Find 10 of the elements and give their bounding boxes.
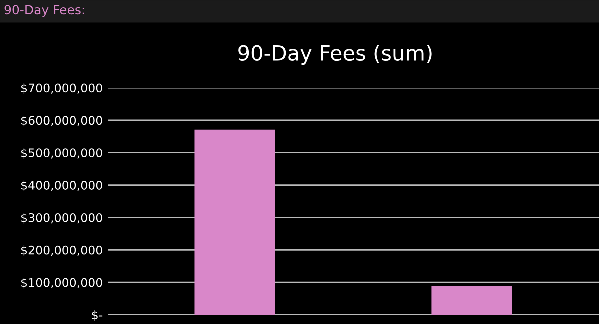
y-tick-label: $400,000,000	[22, 180, 102, 192]
chart-title: 90-Day Fees (sum)	[238, 44, 432, 66]
y-tick-label: $-	[92, 310, 103, 322]
y-tick-label: $300,000,000	[22, 213, 102, 224]
y-tick-label: $100,000,000	[22, 278, 102, 289]
y-tick-label: $500,000,000	[22, 148, 102, 160]
y-tick-label: $600,000,000	[22, 116, 102, 127]
text: 90-Day Fees:	[4, 5, 84, 18]
y-tick-label: $700,000,000	[22, 84, 102, 94]
y-tick-label: $200,000,000	[22, 246, 102, 256]
